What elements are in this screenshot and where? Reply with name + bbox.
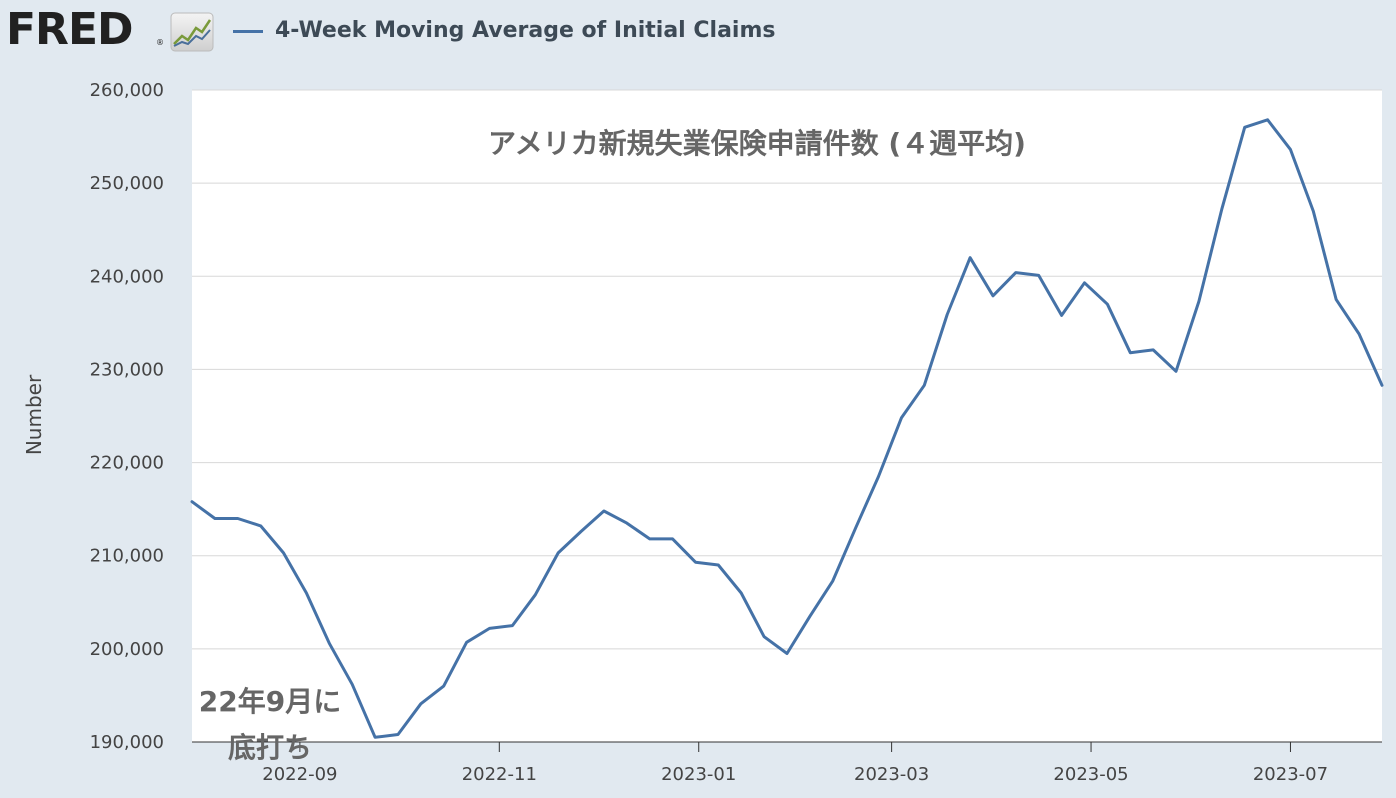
fred-registered-mark: ®	[156, 38, 164, 47]
y-tick-label: 190,000	[90, 732, 164, 753]
y-tick-label: 260,000	[90, 80, 164, 101]
legend-series-swatch	[233, 30, 263, 33]
x-tick-label: 2023-07	[1253, 764, 1328, 785]
bottom-annotation-line2: 底打ち	[228, 731, 312, 764]
y-tick-label: 220,000	[90, 453, 164, 474]
y-tick-label: 250,000	[90, 173, 164, 194]
legend-series-label[interactable]: 4-Week Moving Average of Initial Claims	[275, 18, 776, 43]
x-axis: 2022-09 2022-11 2023-01 2023-03 2023-05 2023-…	[192, 741, 1382, 785]
plot-background	[192, 90, 1382, 742]
series-line-initial-claims[interactable]	[190, 118, 1384, 739]
chart-header: FRED ® 4-Week Moving Average of Initial …	[0, 0, 1396, 64]
x-tick-label: 2022-11	[462, 764, 537, 785]
x-tick-label: 2023-05	[1053, 764, 1128, 785]
y-axis-ticks: 190,000 200,000 210,000 220,000 230,000 240,0…	[90, 80, 164, 753]
y-tick-label: 240,000	[90, 266, 164, 287]
fred-logo[interactable]: FRED	[6, 4, 134, 55]
x-tick-label: 2023-03	[854, 764, 929, 785]
y-tick-label: 230,000	[90, 359, 164, 380]
chart-title-annotation: アメリカ新規失業保険申請件数 (４週平均)	[488, 127, 1026, 160]
y-tick-label: 200,000	[90, 639, 164, 660]
x-tick-label: 2023-01	[661, 764, 736, 785]
x-tick-label: 2022-09	[262, 764, 337, 785]
bottom-annotation-line1: 22年9月に	[199, 685, 341, 718]
y-tick-label: 210,000	[90, 546, 164, 567]
line-chart-icon	[170, 12, 214, 52]
